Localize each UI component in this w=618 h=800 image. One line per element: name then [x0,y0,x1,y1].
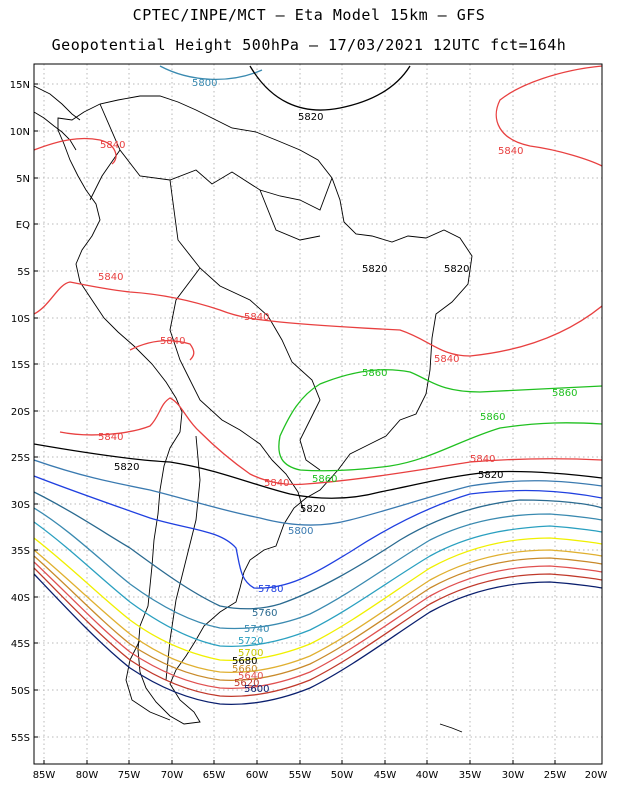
contour-5700 [34,537,602,662]
contour-5720 [34,521,602,648]
contour-label: 5600 [244,684,269,695]
contour-label: 5860 [480,412,505,423]
lat-label: EQ [16,220,30,231]
contour-5760 [34,491,602,610]
lat-label: 45S [11,639,30,650]
contour-label: 5860 [552,388,577,399]
central-america-coast [34,85,81,151]
lon-label: 75W [118,770,141,781]
coastlines [34,85,473,733]
longitude-labels: 85W 80W 75W 70W 65W 60W 55W 50W 45W 40W … [33,770,608,781]
contour-5600 [34,573,602,706]
contour-5860-green [278,369,602,472]
contour-5820 [34,443,602,499]
contour-label: 5740 [244,624,269,635]
contour-label: 5660 [232,664,257,675]
contour-label: 5840 [244,312,269,323]
map-title-line1: CPTEC/INPE/MCT – Eta Model 15km – GFS [132,6,486,24]
lon-label: 85W [33,770,56,781]
contour-label: 5820 [444,264,469,275]
contour-labels: 5800 5820 5840 5840 5820 5820 5840 5840 … [98,78,577,695]
lon-label: 70W [161,770,184,781]
lat-label: 50S [11,686,30,697]
lon-label: 40W [416,770,439,781]
lat-label: 5S [17,267,30,278]
contour-5740 [34,507,602,630]
lon-label: 60W [246,770,269,781]
lon-label: 30W [502,770,525,781]
lat-label: 15N [10,80,30,91]
contour-label: 5800 [192,78,217,89]
contour-label: 5680 [232,656,257,667]
contour-label: 5780 [258,584,283,595]
tick-marks [34,83,556,764]
contour-5820-north [249,65,411,111]
contour-label: 5760 [252,608,277,619]
contour-label: 5820 [114,462,139,473]
contour-5800-north [159,65,263,81]
contour-5800 [34,459,602,526]
contour-5620 [34,567,602,698]
lat-label: 15S [11,360,30,371]
lon-label: 55W [289,770,312,781]
contour-label: 5700 [238,648,263,659]
contour-5640 [34,561,602,690]
lat-label: 40S [11,593,30,604]
contour-label: 5840 [434,354,459,365]
lat-label: 55S [11,733,30,744]
contour-label: 5860 [362,368,387,379]
contour-label: 5840 [98,272,123,283]
lon-label: 20W [585,770,608,781]
contour-5780 [34,475,602,589]
lon-label: 65W [203,770,226,781]
lat-label: 10S [11,314,30,325]
latitude-labels: 15N 10N 5N EQ 5S 10S 15S 20S 25S 30S 35S… [10,80,30,744]
contour-label: 5820 [478,470,503,481]
contour-label: 5840 [98,432,123,443]
contours [34,65,602,706]
border-lines [89,103,333,681]
lon-label: 50W [331,770,354,781]
southern-islands [125,639,463,733]
contour-label: 5840 [100,140,125,151]
contour-5840-central [59,339,602,486]
contour-5680 [34,549,602,674]
contour-label: 5840 [498,146,523,157]
contour-label: 5820 [300,504,325,515]
lat-label: 25S [11,453,30,464]
map-frame [33,63,603,765]
lon-label: 45W [374,770,397,781]
lat-label: 10N [10,127,30,138]
contour-label: 5860 [312,474,337,485]
contour-label: 5820 [362,264,387,275]
map-title-line2: Geopotential Height 500hPa – 17/03/2021 … [51,36,567,54]
contour-label: 5640 [238,671,263,682]
contour-5840-ne [495,65,602,167]
lat-label: 20S [11,407,30,418]
contour-label: 5800 [288,526,313,537]
lat-label: 30S [11,500,30,511]
contour-5660 [34,555,602,682]
lat-label: 35S [11,546,30,557]
contour-label: 5840 [470,454,495,465]
contour-label: 5620 [234,678,259,689]
lat-label: 5N [16,174,30,185]
contour-label: 5820 [298,112,323,123]
contour-label: 5840 [160,336,185,347]
lon-label: 35W [459,770,482,781]
south-america-coast [57,95,473,725]
contour-5840-caribbean [34,137,117,165]
contour-label: 5840 [264,478,289,489]
lon-label: 25W [544,770,567,781]
contour-5840-west [34,281,602,357]
contour-label: 5720 [238,636,263,647]
lon-label: 80W [76,770,99,781]
